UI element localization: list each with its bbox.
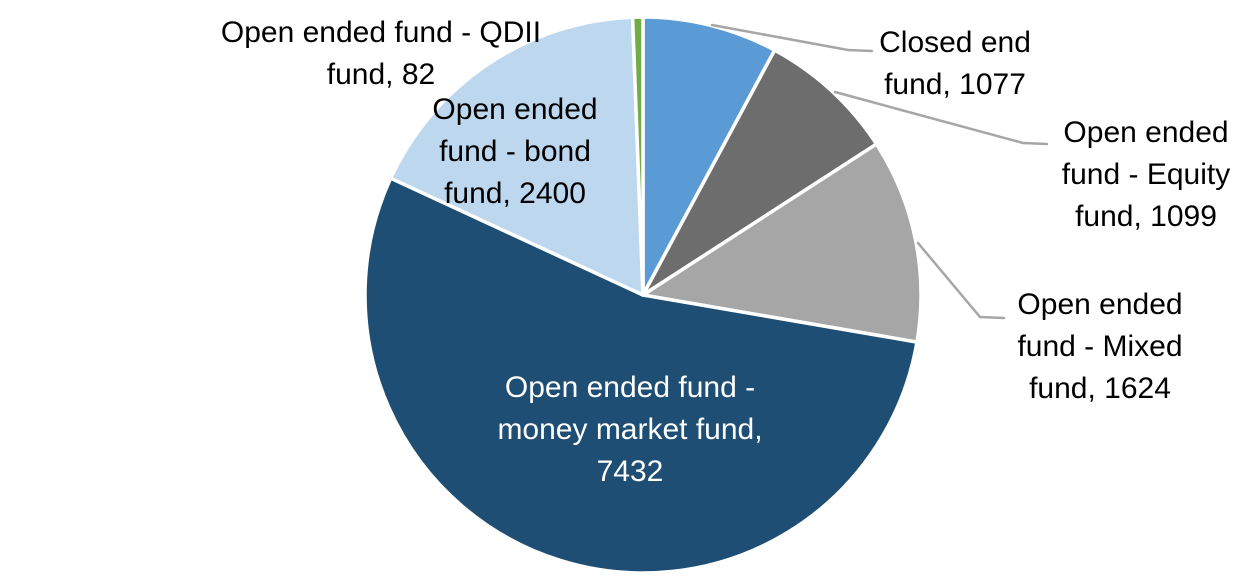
leader-line-closed-end-fund [710,23,874,53]
leader-line-open-ended-mixed-fund [916,241,1006,320]
data-label-open-ended-bond-fund: Open ended fund - bond fund, 2400 [432,93,598,210]
pie-slice-open-ended-qdii-fund [630,15,645,297]
leader-lines [710,23,1049,320]
pie-slice-open-ended-equity-fund [641,48,879,297]
pie-slices [363,15,923,575]
data-label-closed-end-fund: Closed end fund, 1077 [879,26,1031,101]
data-label-open-ended-qdii-fund: Open ended fund - QDII fund, 82 [220,16,542,91]
data-label-open-ended-equity-fund: Open ended fund - Equity fund, 1099 [1061,116,1231,233]
data-label-open-ended-money-market-fund: Open ended fund - money market fund, 743… [497,371,763,488]
data-label-open-ended-mixed-fund: Open ended fund - Mixed fund, 1624 [1017,288,1183,405]
leader-line-open-ended-equity-fund [833,90,1049,146]
pie-slice-open-ended-mixed-fund [641,142,923,344]
pie-slice-open-ended-money-market-fund [363,176,919,575]
pie-slice-open-ended-bond-fund [388,15,645,297]
